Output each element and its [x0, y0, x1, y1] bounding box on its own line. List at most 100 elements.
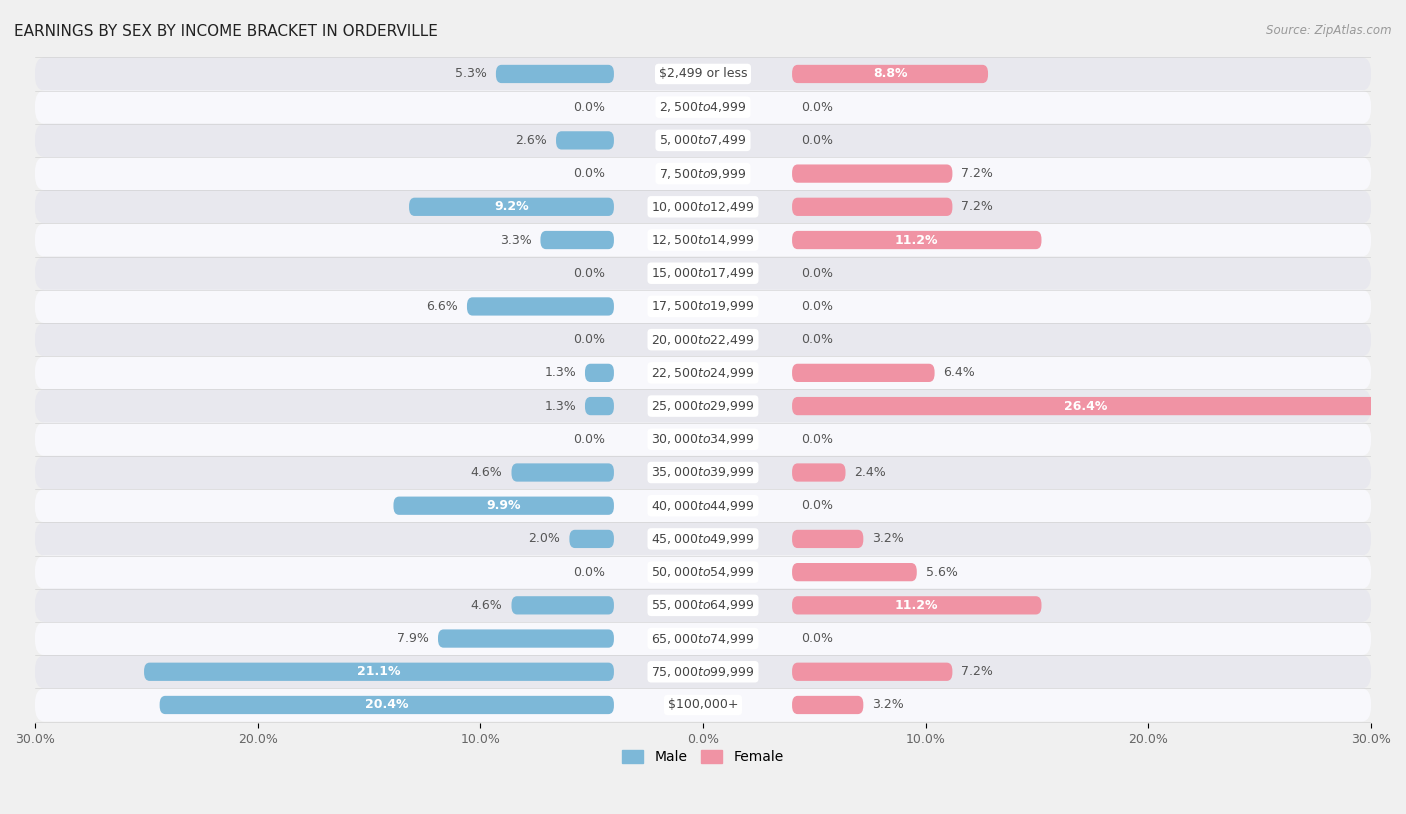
Text: $5,000 to $7,499: $5,000 to $7,499 [659, 133, 747, 147]
Text: $12,500 to $14,999: $12,500 to $14,999 [651, 233, 755, 247]
Text: $10,000 to $12,499: $10,000 to $12,499 [651, 199, 755, 214]
Text: 4.6%: 4.6% [471, 599, 502, 612]
Text: $22,500 to $24,999: $22,500 to $24,999 [651, 365, 755, 380]
FancyBboxPatch shape [792, 663, 952, 681]
Text: 26.4%: 26.4% [1064, 400, 1108, 413]
Text: 21.1%: 21.1% [357, 665, 401, 678]
Text: 0.0%: 0.0% [574, 101, 605, 114]
Text: 9.2%: 9.2% [494, 200, 529, 213]
Text: $2,499 or less: $2,499 or less [659, 68, 747, 81]
Text: $17,500 to $19,999: $17,500 to $19,999 [651, 300, 755, 313]
Text: 0.0%: 0.0% [574, 167, 605, 180]
Text: 4.6%: 4.6% [471, 466, 502, 479]
Text: 0.0%: 0.0% [801, 499, 832, 512]
FancyBboxPatch shape [35, 90, 1371, 124]
Text: 1.3%: 1.3% [544, 400, 576, 413]
Text: 7.2%: 7.2% [962, 167, 993, 180]
Text: 7.2%: 7.2% [962, 665, 993, 678]
Text: 0.0%: 0.0% [574, 267, 605, 280]
FancyBboxPatch shape [792, 696, 863, 714]
Text: $75,000 to $99,999: $75,000 to $99,999 [651, 665, 755, 679]
Text: 2.6%: 2.6% [516, 133, 547, 147]
Text: 8.8%: 8.8% [873, 68, 907, 81]
Text: 11.2%: 11.2% [896, 234, 939, 247]
FancyBboxPatch shape [555, 131, 614, 150]
FancyBboxPatch shape [585, 397, 614, 415]
Text: 7.2%: 7.2% [962, 200, 993, 213]
Text: $50,000 to $54,999: $50,000 to $54,999 [651, 565, 755, 579]
FancyBboxPatch shape [35, 555, 1371, 589]
FancyBboxPatch shape [792, 65, 988, 83]
Text: EARNINGS BY SEX BY INCOME BRACKET IN ORDERVILLE: EARNINGS BY SEX BY INCOME BRACKET IN ORD… [14, 24, 437, 39]
Text: $35,000 to $39,999: $35,000 to $39,999 [651, 466, 755, 479]
Text: 2.0%: 2.0% [529, 532, 561, 545]
Text: $30,000 to $34,999: $30,000 to $34,999 [651, 432, 755, 446]
Text: 0.0%: 0.0% [801, 133, 832, 147]
FancyBboxPatch shape [35, 422, 1371, 456]
FancyBboxPatch shape [35, 190, 1371, 223]
Text: 11.2%: 11.2% [896, 599, 939, 612]
FancyBboxPatch shape [35, 124, 1371, 157]
FancyBboxPatch shape [35, 622, 1371, 655]
FancyBboxPatch shape [409, 198, 614, 216]
FancyBboxPatch shape [792, 164, 952, 182]
FancyBboxPatch shape [792, 364, 935, 382]
Text: 0.0%: 0.0% [801, 300, 832, 313]
FancyBboxPatch shape [792, 397, 1379, 415]
Text: 0.0%: 0.0% [801, 433, 832, 446]
FancyBboxPatch shape [35, 157, 1371, 190]
FancyBboxPatch shape [35, 655, 1371, 689]
Text: $100,000+: $100,000+ [668, 698, 738, 711]
FancyBboxPatch shape [35, 456, 1371, 489]
FancyBboxPatch shape [35, 389, 1371, 422]
FancyBboxPatch shape [35, 256, 1371, 290]
FancyBboxPatch shape [439, 629, 614, 648]
FancyBboxPatch shape [585, 364, 614, 382]
FancyBboxPatch shape [569, 530, 614, 548]
Text: 3.2%: 3.2% [872, 532, 904, 545]
FancyBboxPatch shape [792, 563, 917, 581]
Text: 3.3%: 3.3% [499, 234, 531, 247]
Text: 0.0%: 0.0% [574, 566, 605, 579]
Text: 6.6%: 6.6% [426, 300, 458, 313]
FancyBboxPatch shape [35, 223, 1371, 256]
FancyBboxPatch shape [35, 357, 1371, 389]
FancyBboxPatch shape [512, 463, 614, 482]
Text: $2,500 to $4,999: $2,500 to $4,999 [659, 100, 747, 114]
Text: 3.2%: 3.2% [872, 698, 904, 711]
Legend: Male, Female: Male, Female [617, 745, 789, 770]
FancyBboxPatch shape [496, 65, 614, 83]
FancyBboxPatch shape [512, 596, 614, 615]
Text: $25,000 to $29,999: $25,000 to $29,999 [651, 399, 755, 413]
Text: 5.3%: 5.3% [456, 68, 486, 81]
Text: 7.9%: 7.9% [398, 632, 429, 645]
Text: 6.4%: 6.4% [943, 366, 976, 379]
Text: 0.0%: 0.0% [801, 333, 832, 346]
Text: 1.3%: 1.3% [544, 366, 576, 379]
FancyBboxPatch shape [35, 689, 1371, 721]
FancyBboxPatch shape [35, 589, 1371, 622]
FancyBboxPatch shape [35, 57, 1371, 90]
FancyBboxPatch shape [792, 463, 845, 482]
Text: $40,000 to $44,999: $40,000 to $44,999 [651, 499, 755, 513]
Text: $7,500 to $9,999: $7,500 to $9,999 [659, 167, 747, 181]
Text: $45,000 to $49,999: $45,000 to $49,999 [651, 532, 755, 546]
Text: 0.0%: 0.0% [801, 101, 832, 114]
FancyBboxPatch shape [394, 497, 614, 514]
FancyBboxPatch shape [35, 323, 1371, 357]
Text: 0.0%: 0.0% [574, 433, 605, 446]
FancyBboxPatch shape [792, 231, 1042, 249]
FancyBboxPatch shape [35, 523, 1371, 555]
FancyBboxPatch shape [467, 297, 614, 316]
Text: $15,000 to $17,499: $15,000 to $17,499 [651, 266, 755, 280]
FancyBboxPatch shape [792, 596, 1042, 615]
FancyBboxPatch shape [540, 231, 614, 249]
FancyBboxPatch shape [792, 198, 952, 216]
Text: 0.0%: 0.0% [574, 333, 605, 346]
FancyBboxPatch shape [35, 489, 1371, 523]
Text: 9.9%: 9.9% [486, 499, 522, 512]
Text: 0.0%: 0.0% [801, 632, 832, 645]
FancyBboxPatch shape [792, 530, 863, 548]
Text: Source: ZipAtlas.com: Source: ZipAtlas.com [1267, 24, 1392, 37]
Text: $65,000 to $74,999: $65,000 to $74,999 [651, 632, 755, 646]
